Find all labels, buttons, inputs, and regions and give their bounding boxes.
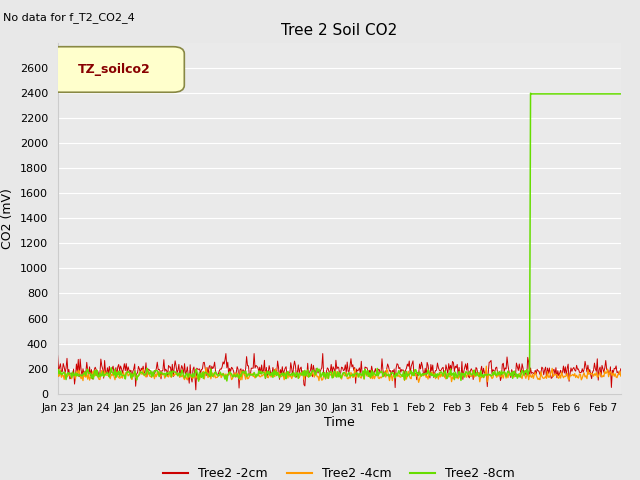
Tree2 -4cm xyxy=(431,371,438,376)
Tree2 -4cm xyxy=(479,373,486,379)
Text: No data for f_T2_CO2_4: No data for f_T2_CO2_4 xyxy=(3,12,135,23)
Line: Tree2 -4cm: Tree2 -4cm xyxy=(58,366,621,383)
Tree2 -8cm xyxy=(617,91,625,97)
Title: Tree 2 Soil CO2: Tree 2 Soil CO2 xyxy=(281,23,397,38)
Tree2 -8cm xyxy=(195,378,202,384)
Tree2 -8cm xyxy=(310,367,317,373)
Tree2 -8cm xyxy=(527,90,534,96)
Tree2 -8cm xyxy=(431,373,438,379)
Tree2 -2cm xyxy=(154,360,161,365)
Tree2 -4cm xyxy=(154,370,161,375)
Tree2 -2cm xyxy=(310,368,318,373)
Tree2 -2cm xyxy=(617,366,625,372)
Tree2 -4cm xyxy=(54,369,61,374)
Tree2 -2cm xyxy=(222,351,230,357)
Tree2 -8cm xyxy=(479,372,486,378)
Tree2 -2cm xyxy=(432,368,440,373)
Y-axis label: CO2 (mV): CO2 (mV) xyxy=(1,188,14,249)
FancyBboxPatch shape xyxy=(49,47,184,92)
Tree2 -2cm xyxy=(388,372,396,378)
Tree2 -4cm xyxy=(308,370,316,375)
Tree2 -8cm xyxy=(200,375,207,381)
Text: TZ_soilco2: TZ_soilco2 xyxy=(77,63,150,76)
Tree2 -2cm xyxy=(480,365,488,371)
Tree2 -4cm xyxy=(483,363,490,369)
Tree2 -2cm xyxy=(192,387,200,393)
X-axis label: Time: Time xyxy=(324,416,355,429)
Tree2 -8cm xyxy=(154,368,161,373)
Tree2 -8cm xyxy=(387,372,394,377)
Tree2 -4cm xyxy=(415,380,422,385)
Legend: Tree2 -2cm, Tree2 -4cm, Tree2 -8cm: Tree2 -2cm, Tree2 -4cm, Tree2 -8cm xyxy=(159,462,520,480)
Tree2 -2cm xyxy=(54,353,61,359)
Line: Tree2 -8cm: Tree2 -8cm xyxy=(58,93,621,381)
Tree2 -8cm xyxy=(54,372,61,377)
Tree2 -4cm xyxy=(198,370,206,376)
Tree2 -4cm xyxy=(617,373,625,379)
Tree2 -2cm xyxy=(200,360,207,365)
Tree2 -4cm xyxy=(386,378,394,384)
Line: Tree2 -2cm: Tree2 -2cm xyxy=(58,354,621,390)
